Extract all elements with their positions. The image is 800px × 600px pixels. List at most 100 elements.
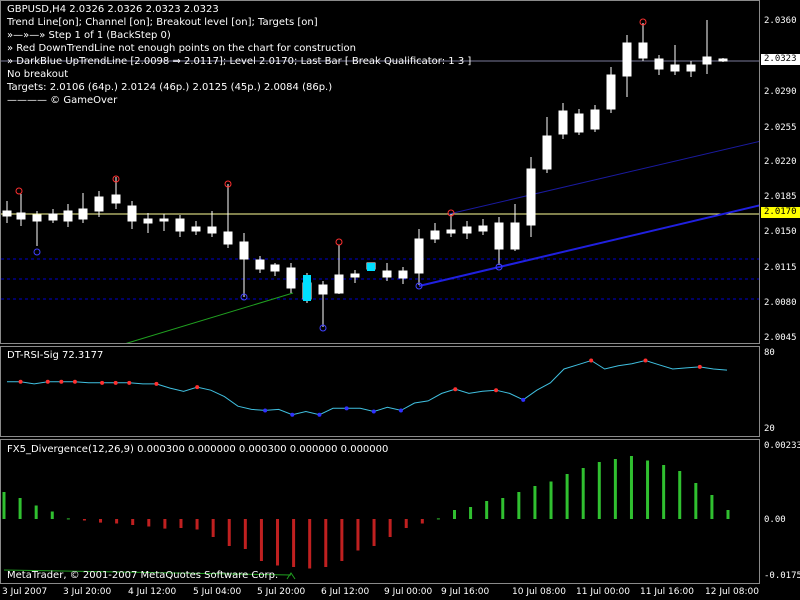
divergence-bar — [452, 510, 456, 519]
candle-body — [606, 74, 616, 110]
divergence-bar — [50, 511, 54, 519]
candle-body — [638, 42, 648, 59]
divergence-bar — [292, 519, 296, 567]
candle-body — [175, 218, 185, 232]
time-tick: 9 Jul 16:00 — [441, 587, 490, 597]
candle-body — [382, 270, 392, 278]
divergence-bar — [501, 498, 505, 519]
info-line-6: Targets: 2.0106 (64p.) 2.0124 (46p.) 2.0… — [7, 82, 333, 93]
divergence-bar — [469, 507, 473, 519]
fractal-high-marker — [639, 18, 647, 26]
time-tick: 9 Jul 00:00 — [384, 587, 433, 597]
candle-body — [255, 259, 265, 270]
price-chart-svg[interactable] — [1, 1, 760, 344]
divergence-bar — [227, 519, 231, 546]
divergence-bar — [533, 486, 537, 519]
up-trend-line — [418, 204, 759, 287]
divergence-bar — [694, 483, 698, 519]
fractal-high-marker — [15, 187, 23, 195]
info-line-2: »—»—» Step 1 of 1 (BackStep 0) — [7, 30, 171, 41]
candle-body — [702, 56, 712, 65]
rsi-signal-dot — [127, 380, 132, 385]
divergence-bar — [82, 519, 86, 521]
divergence-bar — [646, 460, 650, 519]
divergence-bar — [147, 519, 151, 527]
divergence-bar — [356, 519, 360, 551]
price-axis: 2.0360 2.0290 2.0255 2.0220 2.0185 2.015… — [760, 0, 800, 584]
candle-body — [622, 42, 632, 77]
candle-body — [398, 270, 408, 279]
fractal-low-marker — [495, 263, 503, 271]
divergence-bar — [163, 519, 167, 529]
candle-body — [478, 225, 488, 232]
time-tick: 6 Jul 12:00 — [321, 587, 370, 597]
divergence-bar — [308, 519, 312, 569]
candle-body — [94, 196, 104, 212]
candle-body — [143, 218, 153, 224]
rsi-tick: 20 — [764, 424, 775, 434]
divergence-bar — [115, 519, 119, 524]
divergence-bar — [549, 481, 553, 519]
time-tick: 10 Jul 08:00 — [512, 587, 566, 597]
divergence-bar — [597, 462, 601, 519]
rsi-signal-dot — [521, 397, 526, 402]
divergence-tick: 0.00 — [764, 515, 786, 525]
price-chart-panel[interactable]: GBPUSD,H4 2.0326 2.0326 2.0323 2.0323 Tr… — [0, 0, 760, 344]
candle-body — [718, 58, 728, 62]
price-tick: 2.0115 — [764, 263, 797, 273]
rsi-signal-dot — [154, 381, 159, 386]
divergence-bar — [195, 519, 199, 530]
candle-body — [286, 267, 296, 289]
rsi-signal-dot — [18, 379, 23, 384]
divergence-bar — [243, 519, 247, 549]
candle-body — [334, 274, 344, 294]
time-tick: 3 Jul 2007 — [2, 587, 48, 597]
candle-body — [16, 212, 26, 220]
divergence-bar — [581, 468, 585, 519]
divergence-bar — [179, 519, 183, 528]
divergence-arrow-icon — [286, 572, 296, 580]
rsi-panel[interactable]: DT-RSI-Sig 72.3177 — [0, 346, 760, 437]
divergence-bar — [404, 519, 408, 528]
divergence-bar — [34, 505, 38, 519]
candle-body — [270, 264, 280, 272]
fractal-high-marker — [224, 180, 232, 188]
fractal-low-marker — [33, 248, 41, 256]
divergence-svg[interactable] — [1, 440, 760, 584]
price-tick: 2.0080 — [764, 298, 797, 308]
divergence-bar — [710, 495, 714, 519]
candle-body — [670, 64, 680, 72]
rsi-signal-dot — [494, 388, 499, 393]
candle-body — [350, 273, 360, 278]
highlight-candle — [367, 263, 375, 271]
candle-body — [494, 222, 504, 250]
candle-body — [159, 218, 169, 222]
info-line-7: ———— © GameOver — [7, 95, 118, 106]
candle-body — [654, 58, 664, 70]
divergence-bar — [388, 519, 392, 537]
time-tick: 11 Jul 16:00 — [640, 587, 694, 597]
candle-body — [318, 284, 328, 295]
divergence-trend-line — [3, 569, 292, 576]
copyright-footer: MetaTrader, © 2001-2007 MetaQuotes Softw… — [7, 570, 279, 581]
price-tick: 2.0255 — [764, 123, 797, 133]
candle-body — [78, 208, 88, 220]
channel-line — [448, 140, 759, 215]
divergence-bar — [565, 474, 569, 519]
candle-body — [239, 241, 249, 260]
price-tick: 2.0220 — [764, 157, 797, 167]
rsi-svg[interactable] — [1, 347, 760, 437]
divergence-bar — [678, 471, 682, 519]
green-trend-line — [125, 292, 294, 343]
divergence-panel[interactable]: FX5_Divergence(12,26,9) 0.000300 0.00000… — [0, 439, 760, 584]
chart-title: GBPUSD,H4 2.0326 2.0326 2.0323 2.0323 — [7, 4, 219, 15]
divergence-bar — [2, 492, 6, 519]
divergence-bar — [662, 465, 666, 519]
divergence-bar — [340, 519, 344, 561]
candle-body — [414, 238, 424, 274]
rsi-label: DT-RSI-Sig 72.3177 — [7, 350, 104, 361]
divergence-label: FX5_Divergence(12,26,9) 0.000300 0.00000… — [7, 444, 389, 455]
candle-body — [558, 110, 568, 135]
candle-body — [127, 205, 137, 222]
rsi-line — [7, 359, 728, 416]
